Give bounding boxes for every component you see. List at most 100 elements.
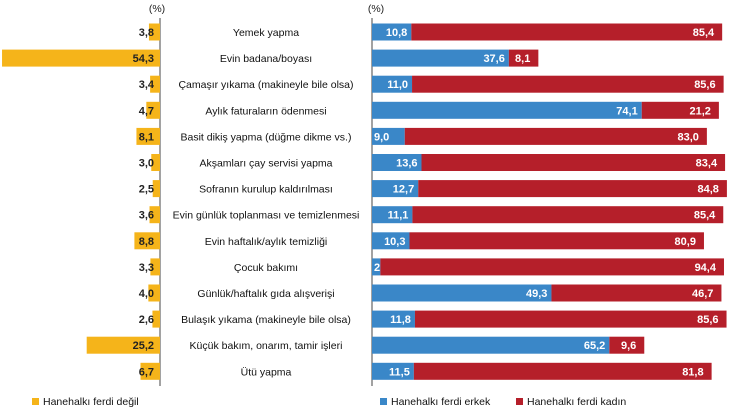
legend-swatch [32, 398, 39, 405]
chart-row: 54,3 Evin badana/boyası 37,6 8,1 [2, 49, 539, 67]
bar-female [421, 154, 726, 171]
bar-female [380, 258, 724, 276]
data-label-not-member: 3,4 [139, 79, 155, 91]
legend-swatch [516, 398, 523, 405]
bar-female [412, 206, 724, 224]
data-label-female: 94,4 [695, 262, 717, 274]
bar-not-member [134, 232, 160, 250]
bar-male [372, 101, 642, 119]
data-label-female: 84,8 [697, 184, 718, 196]
data-label-not-member: 6,7 [139, 366, 154, 378]
data-label-not-member: 4,0 [139, 288, 154, 300]
data-label-male: 11,5 [389, 366, 410, 378]
right-unit-label: (%) [368, 3, 384, 15]
bar-male [372, 232, 410, 250]
data-label-male: 13,6 [396, 158, 417, 170]
bar-female [413, 362, 712, 380]
bar-not-member [149, 206, 160, 224]
bar-male [372, 49, 509, 67]
bar-male [372, 336, 610, 354]
data-label-female: 8,1 [515, 53, 530, 65]
bar-male [372, 154, 422, 171]
bar-female [409, 232, 704, 250]
bar-male [372, 206, 413, 224]
legend-label: Hanehalkı ferdi erkek [391, 396, 491, 408]
data-label-not-member: 3,8 [139, 27, 154, 39]
category-label: Çamaşır yıkama (makineyle bile olsa) [178, 79, 353, 91]
chart-row: 25,2 Küçük bakım, onarım, tamir işleri 65,… [86, 336, 645, 354]
legend-item-male: Hanehalkı ferdi erkek [380, 396, 491, 408]
bar-male [372, 258, 381, 276]
bar-not-member [146, 101, 160, 119]
data-label-not-member: 3,0 [139, 158, 154, 170]
data-label-female: 83,4 [696, 158, 718, 170]
chart-row: 8,8 Evin haftalık/aylık temizliği 10,3 80,9 [134, 232, 704, 250]
data-label-female: 21,2 [689, 105, 710, 117]
bar-female [551, 284, 722, 302]
chart-row: 3,6 Evin günlük toplanması ve temizlenmes… [139, 206, 724, 224]
bar-male [372, 362, 414, 380]
bar-male [372, 180, 419, 198]
category-label: Evin günlük toplanması ve temizlenmesi [173, 210, 360, 222]
bar-male [372, 310, 415, 328]
bar-not-member [152, 180, 160, 198]
data-label-male: 10,3 [384, 236, 405, 248]
data-label-not-member: 8,1 [139, 131, 154, 143]
data-label-female: 9,6 [621, 340, 636, 352]
category-label: Bulaşık yıkama (makineyle bile olsa) [181, 314, 351, 326]
legend-item-female: Hanehalkı ferdi kadın [516, 396, 626, 408]
category-label: Evin badana/boyası [220, 53, 312, 65]
data-label-female: 46,7 [692, 288, 713, 300]
category-label: Ütü yapma [241, 366, 292, 378]
bar-not-member [136, 127, 160, 145]
data-label-male: 10,8 [386, 27, 407, 39]
data-label-female: 85,6 [694, 79, 715, 91]
data-label-female: 80,9 [675, 236, 696, 248]
data-label-male: 74,1 [616, 105, 637, 117]
chart-row: 3,0 Akşamları çay servisi yapma 13,6 83,4 [139, 154, 726, 171]
bar-not-member [150, 258, 160, 276]
category-label: Aylık faturaların ödenmesi [205, 105, 326, 117]
data-label-not-member: 54,3 [133, 53, 154, 65]
data-label-female: 85,6 [697, 314, 718, 326]
bar-female [609, 336, 645, 354]
bar-male [372, 284, 552, 302]
bar-not-member [2, 49, 161, 67]
chart-row: 2,6 Bulaşık yıkama (makineyle bile olsa) 1… [139, 310, 727, 328]
bar-not-member [150, 75, 160, 93]
bar-female [508, 49, 539, 67]
legend-label: Hanehalkı ferdi kadın [527, 396, 626, 408]
bar-not-member [140, 362, 160, 380]
legend: Hanehalkı ferdi değil Hanehalkı ferdi erk… [32, 396, 626, 408]
bar-female [411, 23, 723, 41]
category-label: Akşamları çay servisi yapma [199, 158, 332, 170]
category-label: Küçük bakım, onarım, tamir işleri [190, 340, 343, 352]
bar-female [418, 180, 727, 198]
chart-row: 3,8 Yemek yapma 10,8 85,4 [139, 23, 723, 41]
chart-row: 8,1 Basit dikiş yapma (düğme dikme vs.) 9,… [136, 127, 707, 145]
legend-label: Hanehalkı ferdi değil [43, 396, 139, 408]
category-label: Yemek yapma [233, 27, 299, 39]
chart-row: 3,4 Çamaşır yıkama (makineyle bile olsa) 1… [139, 75, 724, 93]
data-label-not-member: 25,2 [133, 340, 154, 352]
data-label-not-member: 4,7 [139, 105, 154, 117]
data-label-not-member: 3,3 [139, 262, 154, 274]
data-label-male: 65,2 [584, 340, 605, 352]
data-label-male: 49,3 [526, 288, 547, 300]
bar-not-member [148, 23, 160, 41]
category-label: Basit dikiş yapma (düğme dikme vs.) [181, 131, 352, 143]
bar-male [372, 23, 412, 41]
bar-male [372, 75, 413, 93]
chart-row: 2,5 Sofranın kurulup kaldırılması 12,7 84,8 [139, 180, 727, 198]
bar-not-member [86, 336, 160, 354]
bar-female [412, 75, 724, 93]
bar-male [372, 127, 405, 145]
bar-not-member [152, 310, 160, 328]
data-label-female: 85,4 [693, 27, 715, 39]
bar-female [414, 310, 727, 328]
data-label-not-member: 3,6 [139, 210, 154, 222]
legend-item-not-member: Hanehalkı ferdi değil [32, 396, 139, 408]
bar-female [404, 127, 707, 145]
